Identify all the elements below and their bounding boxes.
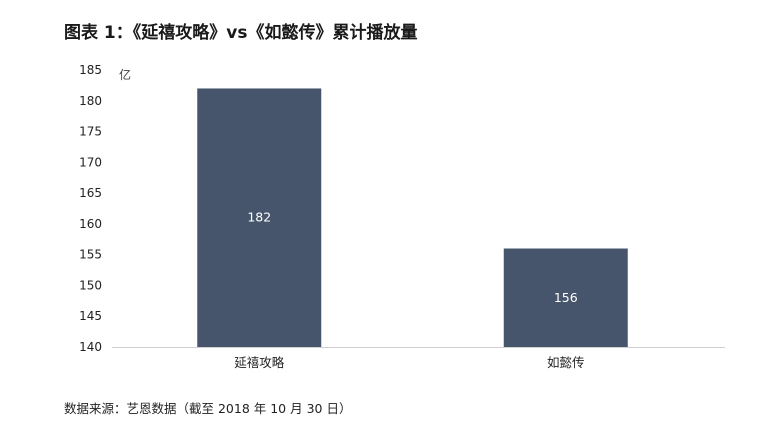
- y-tick-label: 165: [79, 186, 102, 200]
- y-tick-label: 150: [79, 278, 102, 292]
- bar-data-label: 156: [554, 290, 578, 305]
- y-axis: 140 145 150 155 160 165 170 175 180 185: [79, 63, 102, 354]
- y-tick-label: 145: [79, 309, 102, 323]
- y-tick-label: 140: [79, 340, 102, 354]
- y-tick-label: 175: [79, 125, 102, 139]
- x-axis: 延禧攻略 如懿传: [234, 355, 584, 370]
- bar-data-label: 182: [247, 210, 271, 225]
- y-tick-label: 160: [79, 217, 102, 231]
- y-axis-unit: 亿: [119, 67, 131, 82]
- bar: [503, 248, 628, 347]
- source-note: 数据来源：艺恩数据（截至 2018 年 10 月 30 日）: [64, 401, 352, 416]
- bars: 182 156: [197, 88, 628, 347]
- chart-title: 图表 1：《延禧攻略》vs《如懿传》累计播放量: [64, 23, 418, 43]
- bar: [197, 88, 322, 347]
- y-tick-label: 155: [79, 248, 102, 262]
- y-tick-label: 180: [79, 94, 102, 108]
- y-tick-label: 185: [79, 63, 102, 77]
- x-tick-label: 延禧攻略: [234, 355, 285, 370]
- x-tick-label: 如懿传: [547, 355, 585, 370]
- y-tick-label: 170: [79, 155, 102, 169]
